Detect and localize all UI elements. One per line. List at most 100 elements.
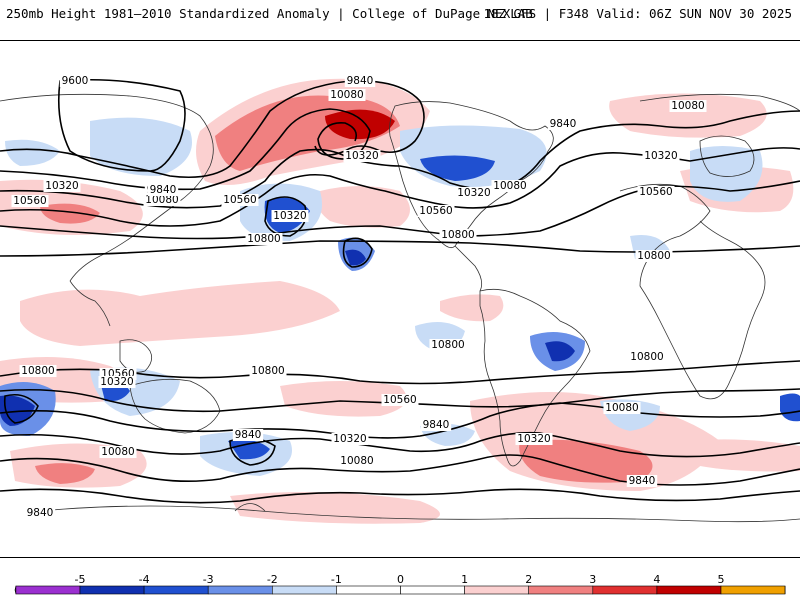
negative-anomaly-region xyxy=(545,341,575,362)
contour-line xyxy=(0,454,800,486)
contour-label-bg xyxy=(331,433,369,445)
colorbar-swatch xyxy=(143,585,209,595)
contour-label-bg xyxy=(628,351,666,363)
contour-label: 10560 xyxy=(223,194,256,206)
contour-label-bg xyxy=(417,205,455,217)
contour-line xyxy=(0,488,800,504)
contour-label: 10560 xyxy=(639,186,672,198)
contour-label: 10800 xyxy=(247,233,280,245)
contour-label-bg xyxy=(381,394,419,406)
contour-label: 10080 xyxy=(145,194,178,206)
contour-label-bg xyxy=(439,229,477,241)
contour-line xyxy=(57,78,186,172)
positive-anomaly-region xyxy=(440,294,504,322)
contour-label: 10800 xyxy=(251,365,284,377)
contour-label: 10320 xyxy=(273,210,306,222)
contour-label-bg xyxy=(143,194,181,206)
contour-label: 10080 xyxy=(605,402,638,414)
contour-label: 10080 xyxy=(671,100,704,112)
contour-line xyxy=(0,240,800,257)
contour-label-bg xyxy=(19,365,57,377)
contour-label: 10320 xyxy=(644,150,677,162)
contour-label: 10800 xyxy=(431,339,464,351)
contour-label: 9840 xyxy=(347,75,374,87)
colorbar-swatch xyxy=(15,585,81,595)
positive-anomaly-region xyxy=(280,381,407,417)
colorbar-tick-label: 0 xyxy=(397,573,404,586)
colorbar-swatch xyxy=(464,585,530,595)
contour-label-bg xyxy=(338,455,376,467)
contour-label: 10320 xyxy=(517,433,550,445)
colorbar-tick-label: -3 xyxy=(203,573,214,586)
contour-label: 10320 xyxy=(345,150,378,162)
colorbar-tick-label: 5 xyxy=(718,573,725,586)
colorbar-swatch xyxy=(528,585,594,595)
positive-anomaly-region xyxy=(20,281,340,346)
contour-label-bg xyxy=(642,150,680,162)
colorbar-swatch xyxy=(271,585,337,595)
colorbar-tick-label: 2 xyxy=(525,573,532,586)
colorbar-tick-label: -5 xyxy=(75,573,86,586)
colorbar-tick-label: -1 xyxy=(331,573,342,586)
negative-anomaly-region xyxy=(228,439,270,460)
contour-label-bg xyxy=(328,89,366,101)
contour-label-bg xyxy=(515,433,553,445)
contour-label-bg xyxy=(98,376,136,388)
colorbar-swatch xyxy=(336,585,401,595)
contour-label: 10080 xyxy=(340,455,373,467)
contour-label-bg xyxy=(11,195,49,207)
contour-label-bg xyxy=(271,210,309,222)
contour-label-bg xyxy=(420,419,452,431)
positive-anomaly-region xyxy=(325,109,395,140)
contour-label: 10560 xyxy=(383,394,416,406)
contour-label: 9840 xyxy=(629,475,656,487)
contour-label: 10320 xyxy=(457,187,490,199)
contour-label-bg xyxy=(455,187,493,199)
positive-anomaly-region xyxy=(230,492,440,524)
contour-line xyxy=(264,196,307,237)
negative-anomaly-region xyxy=(780,393,800,422)
contour-label: 10080 xyxy=(330,89,363,101)
contour-line xyxy=(3,393,39,424)
contour-label: 10800 xyxy=(21,365,54,377)
contour-label: 10800 xyxy=(637,250,670,262)
negative-anomaly-region xyxy=(345,249,366,266)
contour-label-bg xyxy=(232,429,264,441)
contour-labels: 9600984010080100809840103209840100801032… xyxy=(11,75,707,519)
map-title: 250mb Height 1981–2010 Standardized Anom… xyxy=(6,6,533,21)
colorbar-swatch xyxy=(656,585,722,595)
contour-label: 9840 xyxy=(423,419,450,431)
contour-label: 10080 xyxy=(493,180,526,192)
contour-label: 9840 xyxy=(550,118,577,130)
positive-anomaly-region xyxy=(316,186,410,228)
colorbar-tick-label: 1 xyxy=(461,573,468,586)
contour-label-bg xyxy=(99,446,137,458)
contour-label: 9600 xyxy=(62,75,89,87)
contour-label-bg xyxy=(547,118,579,130)
contour-label-bg xyxy=(491,180,529,192)
colorbar-swatch xyxy=(400,585,465,595)
colorbar-tick-label: -4 xyxy=(139,573,150,586)
negative-anomaly-region xyxy=(5,139,60,166)
contour-line xyxy=(0,110,800,209)
contour-label: 10560 xyxy=(13,195,46,207)
contour-label-bg xyxy=(635,250,673,262)
colorbar-swatch xyxy=(592,585,658,595)
contour-label: 10560 xyxy=(419,205,452,217)
negative-anomaly-region xyxy=(420,155,495,181)
contour-label: 9840 xyxy=(150,184,177,196)
model-run-info: 18Z GFS | F348 Valid: 06Z SUN NOV 30 202… xyxy=(483,6,792,21)
contour-line xyxy=(0,80,425,179)
contour-label-bg xyxy=(245,233,283,245)
contour-label: 9840 xyxy=(27,507,54,519)
contour-label-bg xyxy=(147,184,179,196)
positive-anomaly-region xyxy=(35,463,95,484)
contour-label: 10800 xyxy=(441,229,474,241)
colorbar-swatch xyxy=(720,585,786,595)
colorbar-tick-label: -2 xyxy=(267,573,278,586)
contour-label-bg xyxy=(626,475,658,487)
colorbar-tick-label: 4 xyxy=(653,573,660,586)
contour-line xyxy=(0,431,800,458)
colorbar-swatch xyxy=(79,585,145,595)
contour-label: 10320 xyxy=(100,376,133,388)
